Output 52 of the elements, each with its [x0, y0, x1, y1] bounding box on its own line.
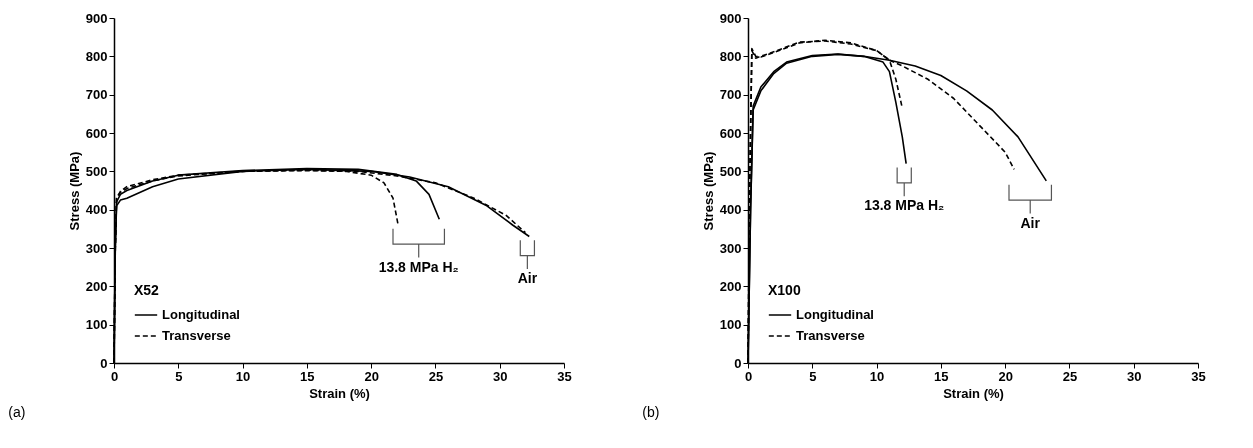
y-tick-label: 400 [719, 202, 742, 218]
y-tick-label: 0 [734, 355, 742, 371]
y-tick-label: 300 [85, 240, 108, 256]
x-tick-label: 0 [110, 368, 119, 384]
x-tick-label: 15 [934, 368, 949, 384]
x-tick-label: 5 [175, 368, 183, 384]
x-tick-label: 25 [1062, 368, 1078, 384]
x-tick-label: 20 [364, 368, 379, 384]
y-tick-label: 0 [100, 355, 108, 371]
x-tick-label: 25 [428, 368, 444, 384]
y-tick-label: 100 [719, 317, 742, 333]
y-tick-label: 500 [85, 163, 108, 179]
y-tick-label: 400 [85, 202, 108, 218]
y-tick-label: 800 [85, 48, 108, 64]
y-axis-title: Stress (MPa) [700, 151, 716, 231]
annotation: Air [517, 270, 538, 287]
x-tick-label: 30 [492, 368, 508, 384]
x-axis-title: Strain (%) [309, 385, 370, 401]
legend-label: Longitudinal [162, 307, 240, 322]
x-tick-label: 0 [744, 368, 753, 384]
annotation: 13.8 MPa H₂ [864, 197, 945, 214]
x-tick-label: 10 [235, 368, 251, 384]
y-tick-label: 600 [85, 125, 108, 141]
x-tick-label: 10 [869, 368, 885, 384]
y-tick-label: 200 [719, 278, 742, 294]
annotation: Air [1020, 214, 1041, 231]
y-tick-label: 500 [719, 163, 742, 179]
y-tick-label: 700 [719, 87, 742, 103]
x-tick-label: 20 [998, 368, 1013, 384]
y-tick-label: 100 [85, 317, 108, 333]
legend-label: Longitudinal [796, 307, 874, 322]
x-tick-label: 35 [1191, 368, 1206, 384]
x-axis-title: Strain (%) [943, 385, 1004, 401]
legend-title: X52 [134, 282, 160, 298]
text: (b) [642, 404, 660, 420]
y-tick-label: 200 [85, 278, 108, 294]
legend-title: X100 [768, 282, 801, 298]
y-tick-label: 900 [719, 10, 742, 26]
legend-label: Transverse [162, 328, 231, 343]
x-tick-label: 15 [300, 368, 315, 384]
x-tick-label: 35 [557, 368, 572, 384]
y-tick-label: 700 [85, 87, 108, 103]
y-tick-label: 900 [85, 10, 108, 26]
y-tick-label: 300 [719, 240, 742, 256]
annotation: 13.8 MPa H₂ [378, 258, 459, 275]
y-tick-label: 600 [719, 125, 742, 141]
text: (a) [8, 404, 26, 420]
y-axis-title: Stress (MPa) [66, 151, 82, 231]
x-tick-label: 5 [809, 368, 817, 384]
y-tick-label: 800 [719, 48, 742, 64]
legend-label: Transverse [796, 328, 865, 343]
x-tick-label: 30 [1126, 368, 1142, 384]
